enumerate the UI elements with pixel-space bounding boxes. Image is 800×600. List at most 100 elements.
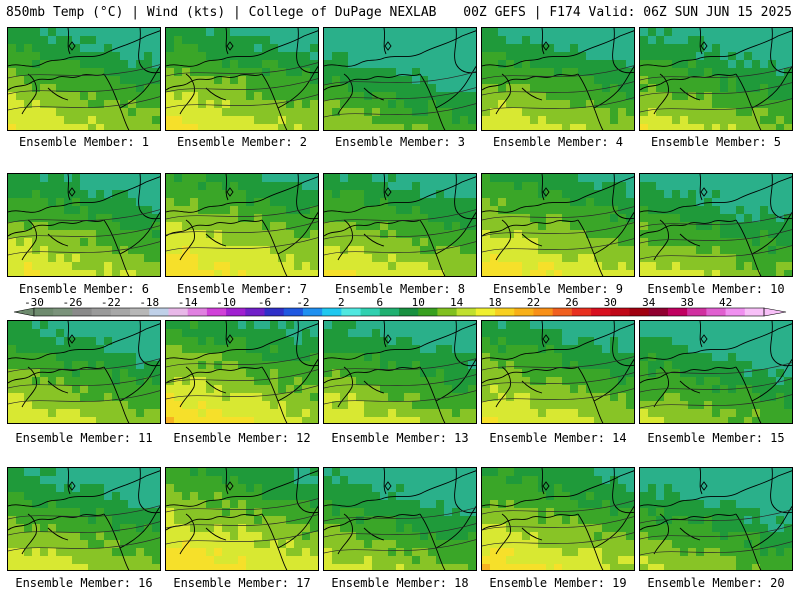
ensemble-map-panel xyxy=(481,173,635,277)
temperature-map xyxy=(324,321,476,423)
colorbar-swatch xyxy=(667,308,688,316)
temperature-map xyxy=(8,174,160,276)
colorbar-swatch xyxy=(571,308,592,316)
ensemble-member-caption: Ensemble Member: 15 xyxy=(647,431,785,445)
colorbar-tick-label: -22 xyxy=(101,296,121,309)
colorbar-swatch xyxy=(418,308,438,316)
colorbar-tick-label: -18 xyxy=(139,296,159,309)
colorbar-swatch xyxy=(725,308,746,316)
ensemble-member-caption: Ensemble Member: 8 xyxy=(334,282,466,296)
colorbar-swatch xyxy=(533,308,554,316)
colorbar-swatch xyxy=(687,308,707,316)
colorbar-tick-label: 38 xyxy=(681,296,694,309)
colorbar-min-arrow xyxy=(13,307,35,317)
colorbar-swatch xyxy=(206,308,227,316)
ensemble-map-panel xyxy=(481,27,635,131)
run-valid-time: 00Z GEFS | F174 Valid: 06Z SUN JUN 15 20… xyxy=(463,5,792,20)
ensemble-member-caption: Ensemble Member: 1 xyxy=(18,135,150,149)
colorbar-tick-label: 26 xyxy=(565,296,578,309)
colorbar-tick-label: -10 xyxy=(216,296,236,309)
temperature-map xyxy=(8,28,160,130)
ensemble-member-caption: Ensemble Member: 18 xyxy=(331,576,469,590)
ensemble-map-panel xyxy=(7,27,161,131)
temperature-map xyxy=(482,468,634,570)
temperature-map xyxy=(640,28,792,130)
temperature-colorbar: -30 -26 -22 -18 -14 -10 -6 -2 2 6 10 14 18 22 26 30 34 38… xyxy=(13,296,787,317)
colorbar-swatch xyxy=(302,308,323,316)
colorbar-swatch xyxy=(130,308,150,316)
colorbar-swatch xyxy=(72,308,93,316)
colorbar-swatch xyxy=(495,308,515,316)
ensemble-map-panel xyxy=(7,320,161,424)
colorbar-swatch xyxy=(226,308,246,316)
colorbar-tick-label: 10 xyxy=(412,296,425,309)
temperature-map xyxy=(166,174,318,276)
ensemble-map-panel xyxy=(165,467,319,571)
colorbar-tick-label: -30 xyxy=(24,296,44,309)
ensemble-map-panel xyxy=(7,173,161,277)
colorbar-tick-label: 34 xyxy=(642,296,656,309)
temperature-map xyxy=(324,174,476,276)
ensemble-member-caption: Ensemble Member: 17 xyxy=(173,576,311,590)
colorbar-swatch xyxy=(110,308,131,316)
colorbar-tick-label: 22 xyxy=(527,296,540,309)
temperature-map xyxy=(324,28,476,130)
ensemble-map-panel xyxy=(639,173,793,277)
colorbar-swatch xyxy=(610,308,630,316)
ensemble-map-panel xyxy=(639,27,793,131)
colorbar-tick-label: -26 xyxy=(62,296,82,309)
colorbar-tick-label: 18 xyxy=(488,296,501,309)
colorbar-swatch xyxy=(591,308,611,316)
colorbar-tick-label: 42 xyxy=(719,296,732,309)
ensemble-map-panel xyxy=(481,320,635,424)
ensemble-map-panel xyxy=(323,173,477,277)
colorbar-swatch xyxy=(399,308,419,316)
ensemble-member-caption: Ensemble Member: 14 xyxy=(489,431,627,445)
colorbar-tick-label: 6 xyxy=(376,296,383,309)
ensemble-member-caption: Ensemble Member: 19 xyxy=(489,576,627,590)
temperature-map xyxy=(166,321,318,423)
temperature-map xyxy=(8,468,160,570)
ensemble-member-caption: Ensemble Member: 7 xyxy=(176,282,308,296)
colorbar-tick-label: -14 xyxy=(178,296,198,309)
ensemble-map-panel xyxy=(639,467,793,571)
colorbar-swatch xyxy=(648,308,669,316)
ensemble-member-caption: Ensemble Member: 9 xyxy=(492,282,624,296)
colorbar-swatch xyxy=(552,308,573,316)
colorbar-swatch xyxy=(379,308,400,316)
ensemble-member-caption: Ensemble Member: 16 xyxy=(15,576,153,590)
ensemble-member-caption: Ensemble Member: 6 xyxy=(18,282,150,296)
colorbar-swatch xyxy=(322,308,342,316)
colorbar-swatch xyxy=(91,308,112,316)
temperature-map xyxy=(640,174,792,276)
temperature-map xyxy=(166,468,318,570)
colorbar-swatch xyxy=(475,308,496,316)
ensemble-member-caption: Ensemble Member: 13 xyxy=(331,431,469,445)
colorbar-swatch xyxy=(744,308,765,316)
temperature-map xyxy=(640,321,792,423)
ensemble-member-caption: Ensemble Member: 2 xyxy=(176,135,308,149)
ensemble-map-panel xyxy=(165,27,319,131)
colorbar-swatch xyxy=(341,308,361,316)
ensemble-member-caption: Ensemble Member: 5 xyxy=(650,135,782,149)
map-title: 850mb Temp (°C) | Wind (kts) | College o… xyxy=(6,5,437,20)
colorbar-max-arrow xyxy=(763,307,787,317)
colorbar-swatch xyxy=(187,308,208,316)
colorbar-swatch xyxy=(437,308,458,316)
ensemble-map-panel xyxy=(323,320,477,424)
colorbar-swatch xyxy=(283,308,304,316)
ensemble-member-caption: Ensemble Member: 20 xyxy=(647,576,785,590)
ensemble-member-caption: Ensemble Member: 12 xyxy=(173,431,311,445)
ensemble-member-caption: Ensemble Member: 3 xyxy=(334,135,466,149)
colorbar-swatch xyxy=(629,308,650,316)
colorbar-frame xyxy=(33,307,765,317)
colorbar-swatch xyxy=(149,308,169,316)
colorbar-tick-label: 30 xyxy=(604,296,617,309)
colorbar-swatch xyxy=(706,308,726,316)
temperature-map xyxy=(640,468,792,570)
colorbar-swatch xyxy=(360,308,381,316)
colorbar-swatch xyxy=(53,308,73,316)
ensemble-map-panel xyxy=(7,467,161,571)
colorbar-swatch xyxy=(34,308,54,316)
colorbar-tick-label: -6 xyxy=(258,296,271,309)
